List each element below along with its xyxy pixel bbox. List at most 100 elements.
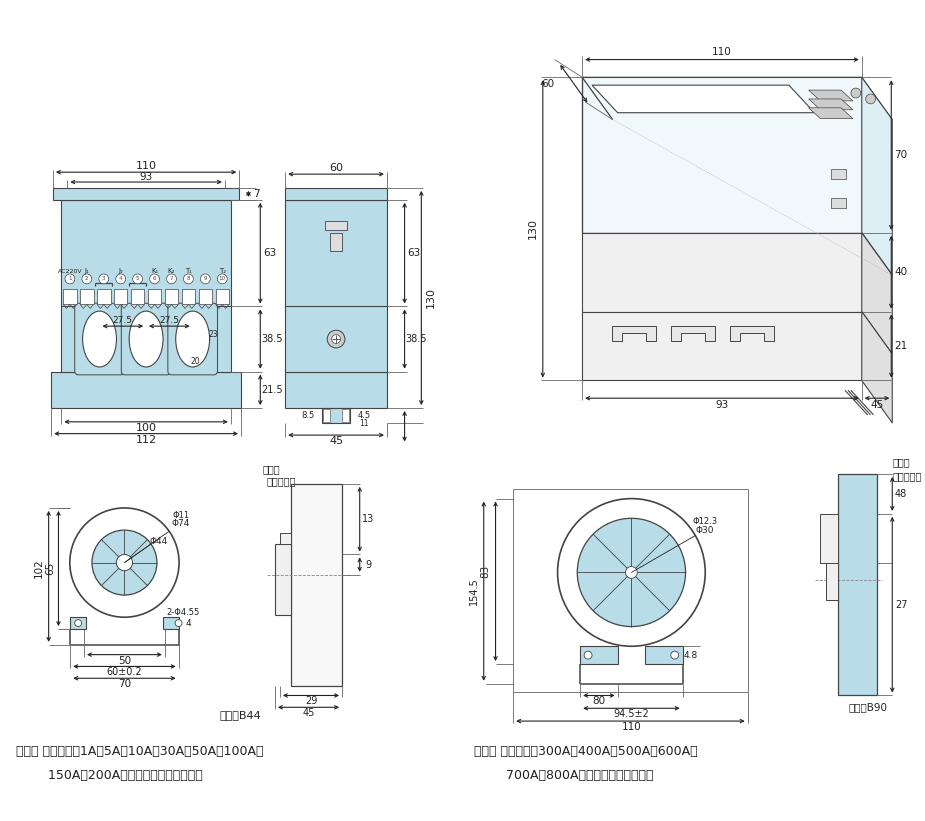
Bar <box>838 474 878 695</box>
Bar <box>290 484 342 686</box>
Text: T₁: T₁ <box>185 268 191 274</box>
Text: 38.5: 38.5 <box>262 334 283 344</box>
Polygon shape <box>862 77 893 275</box>
Text: 互感器B90: 互感器B90 <box>848 702 887 713</box>
Polygon shape <box>611 326 656 341</box>
Text: 7: 7 <box>170 277 173 282</box>
Bar <box>114 289 128 305</box>
Text: T₂: T₂ <box>218 268 226 274</box>
Text: 130: 130 <box>426 287 437 309</box>
Text: 电位器: 电位器 <box>263 464 280 474</box>
Bar <box>323 409 330 422</box>
Text: 7: 7 <box>253 189 260 199</box>
Bar <box>280 533 290 544</box>
Text: 150A、200A规格的漏电零序互感器。: 150A、200A规格的漏电零序互感器。 <box>16 769 203 782</box>
Text: 154.5: 154.5 <box>469 577 479 605</box>
Text: 112: 112 <box>136 434 156 444</box>
Circle shape <box>183 274 193 284</box>
Bar <box>820 514 838 562</box>
Text: 45: 45 <box>329 436 343 446</box>
Text: 60±0.2: 60±0.2 <box>106 667 142 677</box>
Text: 2-Φ4.55: 2-Φ4.55 <box>166 608 200 617</box>
Circle shape <box>99 274 108 284</box>
Text: 63: 63 <box>264 248 277 258</box>
Bar <box>51 372 241 408</box>
Text: 27.5: 27.5 <box>113 316 133 325</box>
Circle shape <box>175 620 182 626</box>
Polygon shape <box>582 233 862 311</box>
Bar <box>53 188 240 200</box>
Circle shape <box>625 566 637 578</box>
Circle shape <box>332 335 340 343</box>
Text: 70: 70 <box>117 679 131 689</box>
Circle shape <box>866 94 876 104</box>
Circle shape <box>585 651 592 659</box>
Text: 4.8: 4.8 <box>684 650 697 659</box>
Text: 94.5±2: 94.5±2 <box>613 709 649 719</box>
Text: 互感器B44: 互感器B44 <box>219 710 261 720</box>
Bar <box>580 646 618 664</box>
Text: 21.5: 21.5 <box>261 385 283 395</box>
Polygon shape <box>582 77 893 120</box>
Bar <box>285 188 387 200</box>
Text: Φ74: Φ74 <box>172 519 191 528</box>
Circle shape <box>217 274 228 284</box>
Text: 13: 13 <box>363 514 375 524</box>
Text: 6: 6 <box>153 277 156 282</box>
Text: 连接器插头: 连接器插头 <box>893 471 921 481</box>
Text: 20: 20 <box>191 356 201 365</box>
Text: 700A、800A规格漏电零序互感器。: 700A、800A规格漏电零序互感器。 <box>474 769 653 782</box>
Bar <box>165 289 179 305</box>
Ellipse shape <box>82 311 117 367</box>
Text: 2: 2 <box>85 277 89 282</box>
Bar <box>826 562 838 600</box>
Bar <box>163 617 179 629</box>
Text: 27.5: 27.5 <box>159 316 179 325</box>
Text: 4: 4 <box>186 619 191 627</box>
FancyBboxPatch shape <box>121 303 171 375</box>
Bar <box>342 409 350 422</box>
Bar <box>130 289 144 305</box>
Text: J₁: J₁ <box>84 268 89 274</box>
Polygon shape <box>730 326 774 341</box>
Polygon shape <box>862 233 893 354</box>
Bar <box>181 289 195 305</box>
Bar <box>285 200 387 372</box>
Polygon shape <box>808 108 853 118</box>
Bar <box>832 199 846 209</box>
Circle shape <box>117 554 132 571</box>
Circle shape <box>75 620 81 626</box>
Bar <box>216 289 229 305</box>
Bar <box>322 408 351 424</box>
Circle shape <box>92 530 157 595</box>
Text: 45: 45 <box>870 400 883 410</box>
Text: 60: 60 <box>541 79 554 89</box>
Bar <box>80 289 93 305</box>
Text: Φ12.3: Φ12.3 <box>693 517 718 526</box>
Bar <box>70 617 86 629</box>
Bar <box>63 289 77 305</box>
Text: 27: 27 <box>894 599 907 610</box>
Text: 110: 110 <box>136 161 156 172</box>
Text: 21: 21 <box>894 341 907 351</box>
Text: 连接器插头: 连接器插头 <box>266 476 296 486</box>
Bar <box>832 169 846 179</box>
Text: 100: 100 <box>136 423 156 433</box>
Text: 8.5: 8.5 <box>302 411 314 420</box>
Bar <box>275 544 290 615</box>
Text: 说明： 适用于配在1A、5A、10A、30A、50A、100A、: 说明： 适用于配在1A、5A、10A、30A、50A、100A、 <box>16 745 264 758</box>
Text: 130: 130 <box>528 218 538 240</box>
Text: 110: 110 <box>622 722 641 732</box>
Text: 4.5: 4.5 <box>358 411 371 420</box>
Circle shape <box>671 651 679 659</box>
Circle shape <box>116 274 126 284</box>
Circle shape <box>65 274 75 284</box>
FancyBboxPatch shape <box>75 303 124 375</box>
Circle shape <box>851 88 861 98</box>
Text: 93: 93 <box>715 400 729 410</box>
Text: 83: 83 <box>481 565 490 578</box>
Text: 110: 110 <box>712 47 732 57</box>
Text: K₂: K₂ <box>167 268 175 274</box>
Text: 8: 8 <box>187 277 191 282</box>
Circle shape <box>577 518 685 626</box>
